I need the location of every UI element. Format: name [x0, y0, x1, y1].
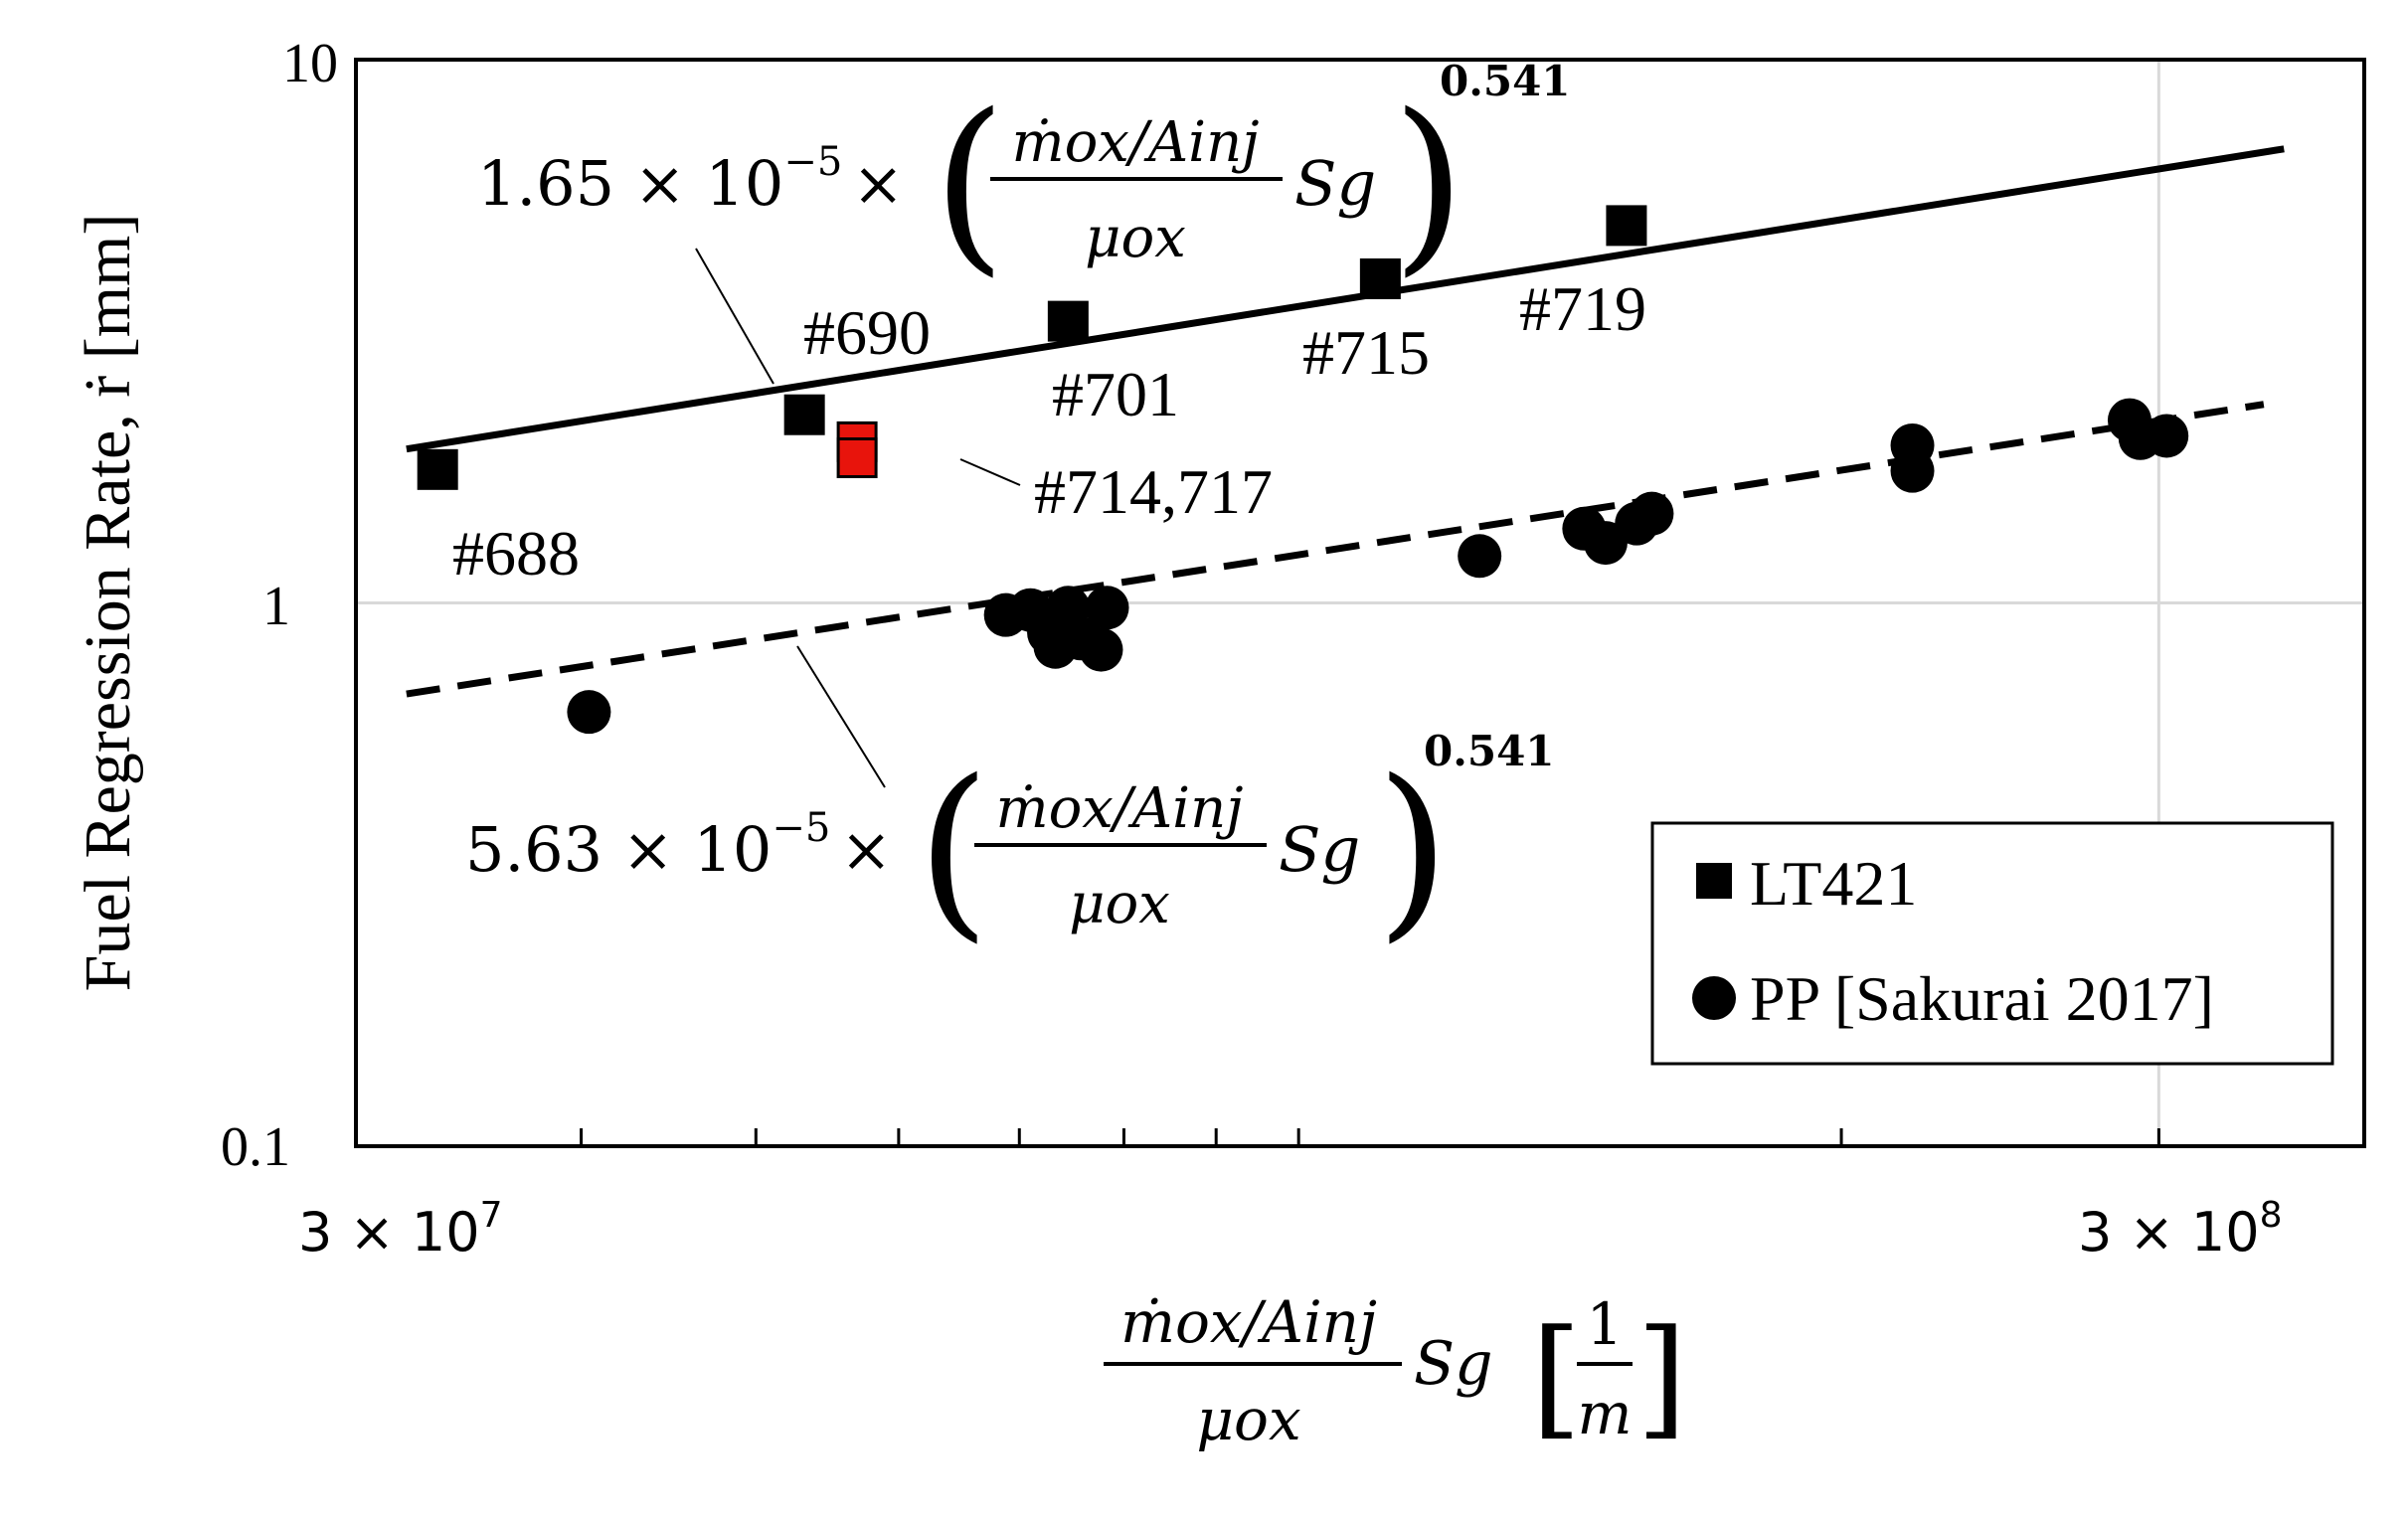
marker-pp-7 — [1079, 627, 1123, 672]
fit-lower-leader — [796, 645, 886, 788]
marker-lt421-4 — [1606, 205, 1647, 247]
svg-text:ṁox/Ainj: ṁox/Ainj — [1011, 110, 1259, 175]
x-axis-title: ṁox/Ainj μox Sg [ 1 m ] — [1104, 1288, 1687, 1453]
svg-text:5.63 × 10−5×: 5.63 × 10−5 × — [465, 805, 892, 886]
y-tick-label-10: 10 — [282, 33, 338, 94]
x-minor-ticks — [354, 1128, 2160, 1146]
svg-text:ṁox/Ainj: ṁox/Ainj — [1120, 1288, 1377, 1356]
legend-label-lt421: LT421 — [1750, 848, 1917, 919]
legend: LT421 PP [Sakurai 2017] — [1650, 821, 2334, 1066]
svg-text:1.65 × 10−5×: 1.65 × 10−5 × — [477, 139, 904, 220]
y-tick-label-0.1: 0.1 — [221, 1116, 290, 1178]
svg-text:μox: μox — [1196, 1386, 1300, 1453]
data-label-719: #719 — [1519, 273, 1646, 344]
svg-text:m: m — [1578, 1380, 1633, 1447]
marker-pp-13 — [1630, 491, 1674, 536]
svg-text:μox: μox — [1069, 872, 1170, 936]
fit-equation-lower: 5.63 × 10−5 × ( ṁox/Ainj μox Sg ) 0.541 — [465, 645, 1555, 959]
legend-marker-lt421 — [1696, 863, 1732, 899]
svg-text:0.541: 0.541 — [1440, 57, 1571, 105]
marker-pp-18 — [2145, 414, 2189, 458]
fit-upper-leader — [695, 248, 774, 385]
label-714-717-leader — [959, 458, 1021, 486]
y-tick-label-1: 1 — [262, 576, 290, 637]
x-tick-label-3e7: 3 × 107 — [298, 1195, 503, 1264]
svg-text:0.541: 0.541 — [1424, 727, 1555, 775]
svg-text:Sg: Sg — [1414, 1329, 1493, 1399]
fit-lines — [406, 145, 2285, 698]
marker-pp-8 — [1085, 586, 1129, 630]
marker-lt421-1 — [783, 394, 825, 435]
svg-text:ṁox/Ainj: ṁox/Ainj — [995, 776, 1243, 841]
svg-text:[: [ — [1531, 1301, 1582, 1452]
legend-box — [1650, 821, 2334, 1066]
x-tick-label-3e8: 3 × 108 — [2078, 1195, 2283, 1264]
data-label-688: #688 — [452, 518, 580, 589]
svg-text:Sg: Sg — [1279, 813, 1360, 886]
legend-marker-pp — [1692, 976, 1736, 1020]
svg-text:1: 1 — [1587, 1290, 1624, 1358]
svg-text:): ) — [1376, 740, 1450, 959]
data-label-701: #701 — [1052, 359, 1179, 429]
plot-frame — [354, 58, 2366, 1148]
svg-text:μox: μox — [1085, 206, 1186, 270]
marker-pp-0 — [567, 690, 611, 735]
marker-pp-9 — [1458, 534, 1502, 579]
marker-lt421-3 — [1359, 257, 1401, 299]
marker-lt421-0 — [417, 448, 458, 490]
data-markers — [417, 205, 2189, 735]
svg-text:(: ( — [917, 740, 990, 959]
svg-text:(: ( — [933, 74, 1006, 293]
y-axis-title: Fuel Regression Rate, ṙ [mm] — [72, 214, 144, 992]
svg-text:Sg: Sg — [1294, 147, 1376, 220]
svg-text:]: ] — [1636, 1301, 1687, 1452]
marker-lt421-2 — [1047, 300, 1089, 342]
fit-line-pp — [406, 401, 2265, 698]
marker-lt421-6 — [836, 436, 878, 478]
marker-pp-15 — [1890, 448, 1935, 493]
data-label-715: #715 — [1302, 317, 1430, 388]
legend-label-pp: PP [Sakurai 2017] — [1750, 963, 2214, 1034]
data-label-690: #690 — [803, 297, 931, 368]
fit-equation-upper: 1.65 × 10−5 × ( ṁox/Ainj μox Sg ) 0.541 — [477, 57, 1571, 385]
fit-line-lt421 — [406, 145, 2285, 453]
data-label-714-717: #714,717 — [1034, 456, 1273, 527]
svg-text:): ) — [1392, 74, 1465, 293]
